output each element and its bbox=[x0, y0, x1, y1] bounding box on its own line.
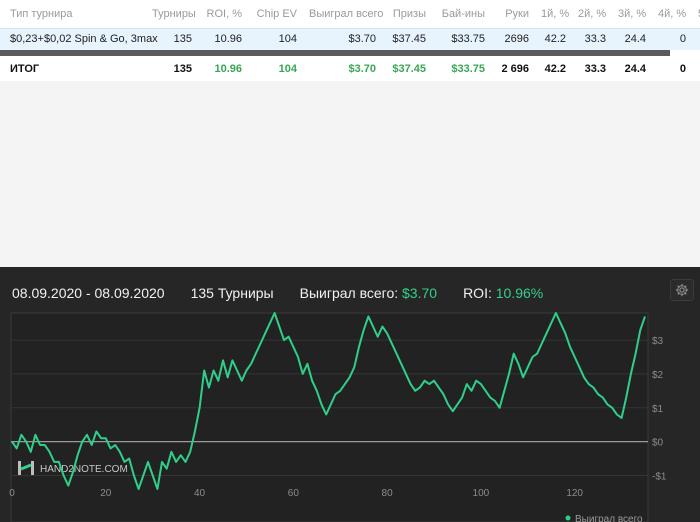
table-row[interactable]: $0,23+$0,02 Spin & Go, 3max 135 10.96 10… bbox=[0, 27, 700, 50]
horizontal-scrollbar[interactable] bbox=[0, 50, 670, 56]
tournament-stats-table: Тип турнира Турниры ROI, % Chip EV Выигр… bbox=[0, 0, 700, 81]
total-row: ИТОГ 135 10.96 104 $3.70 $37.45 $33.75 2… bbox=[0, 56, 700, 81]
column-header-place-2[interactable]: 2й, % bbox=[578, 7, 607, 20]
won-total-value: $3.70 bbox=[402, 285, 438, 301]
x-tick-label: 120 bbox=[566, 488, 583, 499]
y-tick-label: $0 bbox=[652, 438, 664, 449]
column-header-hands[interactable]: Руки bbox=[505, 7, 529, 20]
cell-place-1: 42.2 bbox=[535, 27, 572, 50]
plot-area bbox=[10, 312, 649, 522]
legend-marker bbox=[565, 515, 571, 521]
column-header-chip-ev[interactable]: Chip EV bbox=[256, 7, 297, 20]
stats-table: Тип турнира Турниры ROI, % Chip EV Выигр… bbox=[0, 0, 700, 81]
total-place-5 bbox=[692, 56, 700, 81]
graph-summary-header: 08.09.2020 - 08.09.2020 135 Турниры Выиг… bbox=[12, 284, 569, 302]
cell-prizes: $37.45 bbox=[382, 27, 432, 50]
cell-place-4: 0 bbox=[652, 27, 692, 50]
cell-tournaments: 135 bbox=[146, 27, 198, 50]
x-tick-label: 0 bbox=[9, 488, 15, 499]
total-label: ИТОГ bbox=[10, 62, 40, 75]
y-tick-label: $1 bbox=[652, 404, 664, 415]
grid-lines bbox=[11, 339, 648, 476]
column-header-buyins[interactable]: Бай-ины bbox=[441, 7, 485, 20]
y-tick-label: $3 bbox=[652, 336, 664, 347]
total-buyins: $33.75 bbox=[451, 62, 485, 75]
cell-won-total: $3.70 bbox=[303, 27, 382, 50]
date-range: 08.09.2020 - 08.09.2020 bbox=[12, 285, 165, 301]
cell-place-5 bbox=[692, 27, 700, 50]
x-tick-label: 20 bbox=[100, 488, 112, 499]
column-header-type[interactable]: Тип турнира bbox=[10, 7, 73, 20]
x-tick-label: 100 bbox=[473, 488, 490, 499]
column-header-won-total[interactable]: Выиграл всего bbox=[309, 7, 384, 20]
legend: Выиграл всего bbox=[565, 514, 643, 522]
scroll-row bbox=[0, 50, 700, 56]
cell-buyins: $33.75 bbox=[432, 27, 491, 50]
column-header-place-5[interactable]: 5 bbox=[692, 0, 700, 28]
won-total-summary: Выиграл всего: $3.70 bbox=[300, 285, 437, 301]
h2n-logo-icon bbox=[18, 461, 34, 475]
column-header-tournaments[interactable]: Турниры bbox=[152, 7, 196, 20]
x-tick-label: 40 bbox=[194, 488, 206, 499]
y-tick-label: -$1 bbox=[652, 471, 667, 482]
total-place-1: 42.2 bbox=[544, 62, 566, 75]
y-tick-label: $2 bbox=[652, 370, 664, 381]
results-graph-panel: 08.09.2020 - 08.09.2020 135 Турниры Выиг… bbox=[0, 267, 700, 522]
total-roi: 10.96 bbox=[214, 62, 242, 75]
x-tick-label: 80 bbox=[382, 488, 394, 499]
cell-place-2: 33.3 bbox=[572, 27, 612, 50]
cell-roi: 10.96 bbox=[198, 27, 248, 50]
tournament-count: 135 Турниры bbox=[190, 285, 274, 301]
cell-type: $0,23+$0,02 Spin & Go, 3max bbox=[0, 27, 158, 50]
legend-label: Выиграл всего bbox=[575, 514, 643, 522]
total-tournaments: 135 bbox=[173, 62, 192, 75]
cell-place-3: 24.4 bbox=[612, 27, 652, 50]
column-header-roi[interactable]: ROI, % bbox=[206, 7, 242, 20]
column-header-prizes[interactable]: Призы bbox=[392, 7, 426, 20]
hand2note-logo: HAND2NOTE.COM bbox=[18, 461, 128, 475]
gear-icon bbox=[675, 283, 689, 297]
roi-label: ROI: bbox=[463, 285, 492, 301]
total-chip-ev: 104 bbox=[278, 62, 297, 75]
graph-settings-button[interactable] bbox=[670, 279, 694, 301]
table-header-row: Тип турнира Турниры ROI, % Chip EV Выигр… bbox=[0, 0, 700, 28]
cell-chip-ev: 104 bbox=[248, 27, 303, 50]
total-won: $3.70 bbox=[348, 62, 376, 75]
total-place-3: 24.4 bbox=[624, 62, 646, 75]
won-total-label: Выиграл всего: bbox=[299, 285, 399, 301]
column-header-place-3[interactable]: 3й, % bbox=[618, 7, 647, 20]
roi-value: 10.96% bbox=[495, 285, 544, 301]
x-axis-labels: 0 20 40 60 80 100 120 bbox=[9, 488, 583, 499]
x-tick-label: 60 bbox=[288, 488, 300, 499]
total-hands: 2 696 bbox=[501, 62, 529, 75]
column-header-place-1[interactable]: 1й, % bbox=[541, 7, 570, 20]
cell-hands: 2696 bbox=[491, 27, 535, 50]
y-axis-labels: $3 $2 $1 $0 -$1 bbox=[652, 336, 667, 482]
total-prizes: $37.45 bbox=[392, 62, 426, 75]
column-header-place-4[interactable]: 4й, % bbox=[658, 7, 687, 20]
roi-summary: ROI: 10.96% bbox=[463, 285, 543, 301]
results-line-chart[interactable]: $3 $2 $1 $0 -$1 0 20 40 60 80 100 120 HAND2NOTE.CO… bbox=[0, 267, 700, 522]
total-place-2: 33.3 bbox=[584, 62, 606, 75]
total-place-4: 0 bbox=[679, 62, 686, 75]
watermark-text: HAND2NOTE.COM bbox=[40, 464, 128, 475]
series-line-won-total bbox=[11, 312, 646, 490]
